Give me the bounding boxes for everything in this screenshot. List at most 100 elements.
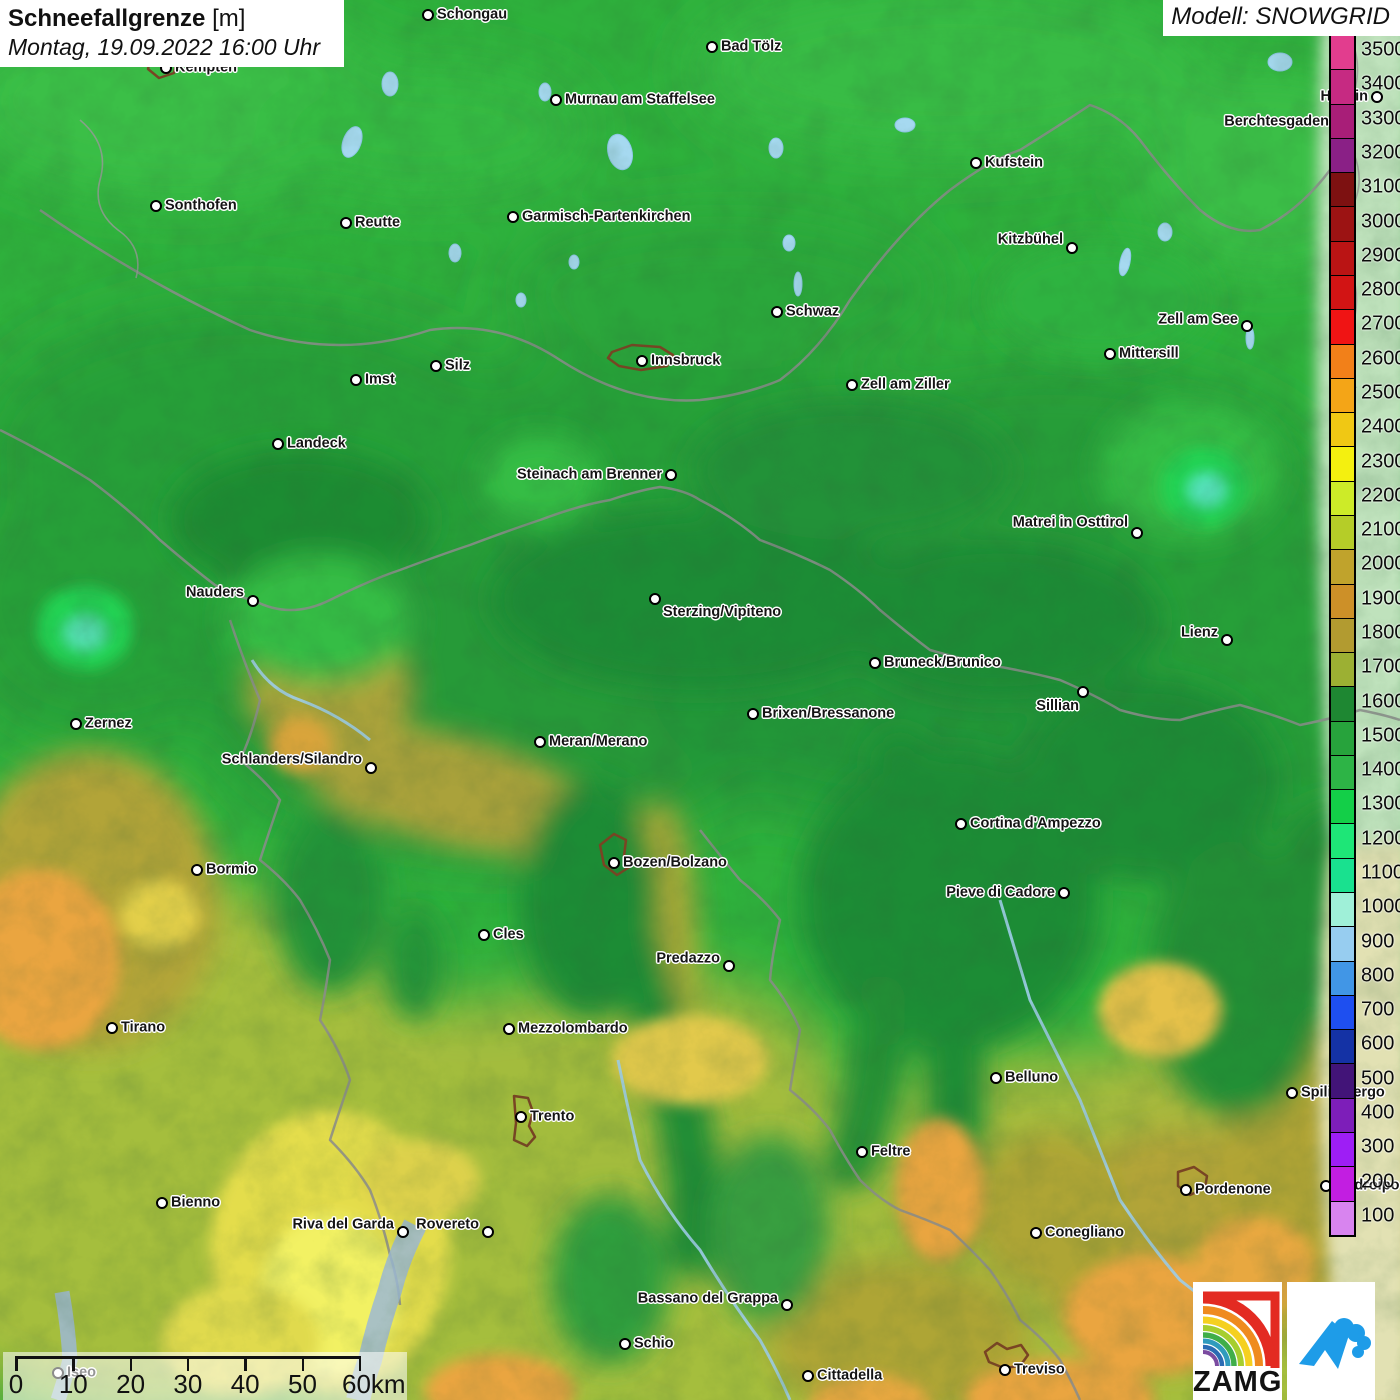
city-marker	[507, 211, 519, 223]
city-label: Trento	[530, 1108, 575, 1125]
scalebar-label: 10	[58, 1369, 88, 1399]
colorbar-tick-500: 500	[1361, 1067, 1395, 1090]
city-label: Kufstein	[985, 154, 1043, 171]
scalebar-tick	[186, 1356, 190, 1371]
colorbar-segment-1600	[1331, 686, 1354, 721]
city-marker	[106, 1022, 118, 1034]
city-marker	[1371, 91, 1383, 103]
city-marker	[781, 1299, 793, 1311]
city-marker	[534, 736, 546, 748]
colorbar-segment-2500	[1331, 377, 1354, 413]
colorbar-segment-1300	[1331, 789, 1354, 824]
colorbar-tick-1800: 1800	[1361, 621, 1400, 644]
colorbar-tick-2900: 2900	[1361, 244, 1400, 267]
city-marker	[869, 657, 881, 669]
city-label: Sterzing/Vipiteno	[663, 604, 782, 620]
city-label: Nauders	[185, 584, 244, 601]
colorbar-segment-2600	[1331, 343, 1354, 378]
colorbar-segment-3500	[1331, 35, 1354, 70]
city-marker	[1104, 348, 1116, 360]
city-marker	[747, 708, 759, 720]
city-marker	[1221, 634, 1233, 646]
colorbar-tick-2800: 2800	[1361, 278, 1400, 301]
city-marker	[665, 469, 677, 481]
colorbar	[1329, 33, 1356, 1237]
colorbar-tick-3200: 3200	[1361, 141, 1400, 164]
product-name: Schneefallgrenze	[8, 5, 206, 32]
colorbar-segment-3200	[1331, 137, 1354, 173]
city-marker	[1180, 1184, 1192, 1196]
city-label: Mezzolombardo	[518, 1020, 628, 1037]
city-label: Mittersill	[1119, 345, 1179, 362]
city-marker	[247, 595, 259, 607]
city-label: Matrei in Osttirol	[1012, 514, 1128, 531]
city-label: Schongau	[437, 6, 508, 23]
city-marker	[1058, 887, 1070, 899]
city-label: Bruneck/Brunico	[884, 654, 1001, 671]
city-label: Lienz	[1180, 624, 1218, 641]
city-label: Cles	[493, 926, 524, 943]
city-marker	[515, 1111, 527, 1123]
colorbar-segment-2400	[1331, 412, 1354, 447]
city-label: Zernez	[85, 715, 132, 732]
city-label: Bad Tölz	[721, 38, 782, 55]
city-marker	[1131, 527, 1143, 539]
city-marker	[365, 762, 377, 774]
scalebar-tick	[129, 1356, 133, 1371]
colorbar-tick-3300: 3300	[1361, 107, 1400, 130]
mountain-cloud-logo-icon	[1299, 1318, 1371, 1369]
colorbar-segment-3300	[1331, 103, 1354, 138]
colorbar-tick-1500: 1500	[1361, 724, 1400, 747]
colorbar-segment-900	[1331, 926, 1354, 961]
colorbar-tick-1200: 1200	[1361, 827, 1400, 850]
colorbar-tick-900: 900	[1361, 930, 1395, 953]
city-marker	[999, 1364, 1011, 1376]
city-marker	[1030, 1227, 1042, 1239]
city-marker	[150, 200, 162, 212]
city-marker	[990, 1072, 1002, 1084]
colorbar-segment-600	[1331, 1029, 1354, 1064]
city-label: Sillian	[1036, 698, 1079, 714]
colorbar-segment-1100	[1331, 857, 1354, 893]
distance-scalebar: 0 10 20 30 40 50 60km	[3, 1352, 407, 1400]
colorbar-segment-300	[1331, 1132, 1354, 1167]
city-marker	[272, 438, 284, 450]
city-label: Sonthofen	[165, 197, 237, 214]
colorbar-tick-400: 400	[1361, 1101, 1395, 1124]
colorbar-segment-1900	[1331, 583, 1354, 618]
colorbar-segment-1000	[1331, 892, 1354, 927]
city-label: Schlanders/Silandro	[221, 751, 362, 768]
city-marker	[649, 593, 661, 605]
colorbar-tick-1600: 1600	[1361, 690, 1400, 713]
colorbar-segment-2300	[1331, 446, 1354, 481]
colorbar-tick-2600: 2600	[1361, 347, 1400, 370]
colorbar-tick-2700: 2700	[1361, 312, 1400, 335]
city-marker	[430, 360, 442, 372]
mountain-cloud-logo	[1287, 1282, 1375, 1400]
city-label: Schio	[634, 1335, 674, 1352]
colorbar-segment-2100	[1331, 514, 1354, 550]
city-marker	[846, 379, 858, 391]
colorbar-tick-2300: 2300	[1361, 450, 1400, 473]
scalebar-label: 30	[173, 1369, 203, 1399]
city-label: Riva del Garda	[292, 1216, 394, 1233]
colorbar-segment-800	[1331, 960, 1354, 995]
city-label: Reutte	[355, 214, 401, 231]
city-label: Bozen/Bolzano	[623, 854, 727, 871]
city-marker	[856, 1146, 868, 1158]
city-marker	[397, 1226, 409, 1238]
city-marker	[1077, 686, 1089, 698]
city-marker	[156, 1197, 168, 1209]
colorbar-tick-2100: 2100	[1361, 518, 1400, 541]
colorbar-tick-3000: 3000	[1361, 210, 1400, 233]
colorbar-segment-100	[1331, 1200, 1354, 1235]
city-marker	[550, 94, 562, 106]
city-marker	[608, 857, 620, 869]
colorbar-tick-1300: 1300	[1361, 792, 1400, 815]
scalebar-tick	[15, 1356, 18, 1371]
city-marker	[191, 864, 203, 876]
page-title: Schneefallgrenze [m]	[8, 4, 334, 33]
city-label: Garmisch-Partenkirchen	[522, 208, 691, 225]
colorbar-segment-1500	[1331, 720, 1354, 755]
